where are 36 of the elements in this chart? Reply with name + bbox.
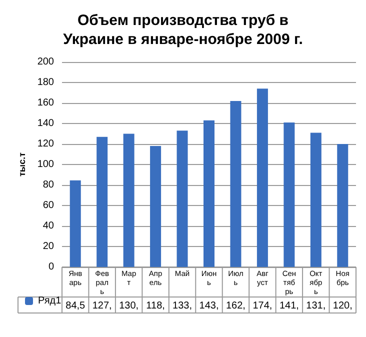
legend-label: Ряд1: [38, 296, 62, 306]
bar: [310, 132, 322, 267]
bar: [256, 88, 268, 267]
y-tick-label: 140: [37, 118, 54, 129]
y-tick-label: 200: [37, 56, 54, 68]
y-tick-label: 80: [42, 180, 54, 190]
data-label: 133,: [172, 300, 192, 312]
data-label: 143,: [199, 300, 219, 312]
data-label: 174,: [252, 300, 272, 312]
data-label: 162,: [226, 300, 246, 312]
y-tick-label: 180: [37, 77, 54, 88]
bar: [150, 146, 162, 267]
y-axis-title: тыс.т: [16, 152, 27, 177]
y-tick-label: 160: [37, 98, 54, 108]
data-label: 127,: [92, 300, 112, 312]
data-label: 141,: [279, 300, 299, 312]
bar: [176, 130, 188, 267]
bar: [230, 100, 242, 267]
data-label: 120,: [332, 300, 352, 312]
y-tick-label: 40: [42, 220, 54, 232]
bar: [123, 134, 134, 267]
bar: [284, 122, 295, 267]
data-label: 118,: [146, 300, 165, 312]
y-tick-label: 20: [42, 241, 54, 252]
bar: [96, 136, 108, 267]
bar: [70, 180, 81, 267]
y-tick-label: 120: [37, 138, 54, 150]
y-tick-label: 100: [37, 159, 54, 170]
data-label: 131,: [306, 300, 326, 312]
y-tick-label: 60: [42, 200, 54, 211]
data-label: 84,5: [66, 300, 86, 312]
bar: [204, 120, 214, 267]
bar: [337, 144, 348, 267]
y-tick-label: 0: [48, 262, 54, 272]
chart-title: Объем производства труб в Украине в январе-ноябре 2009 г.: [63, 12, 303, 48]
data-label: 130,: [119, 300, 139, 312]
